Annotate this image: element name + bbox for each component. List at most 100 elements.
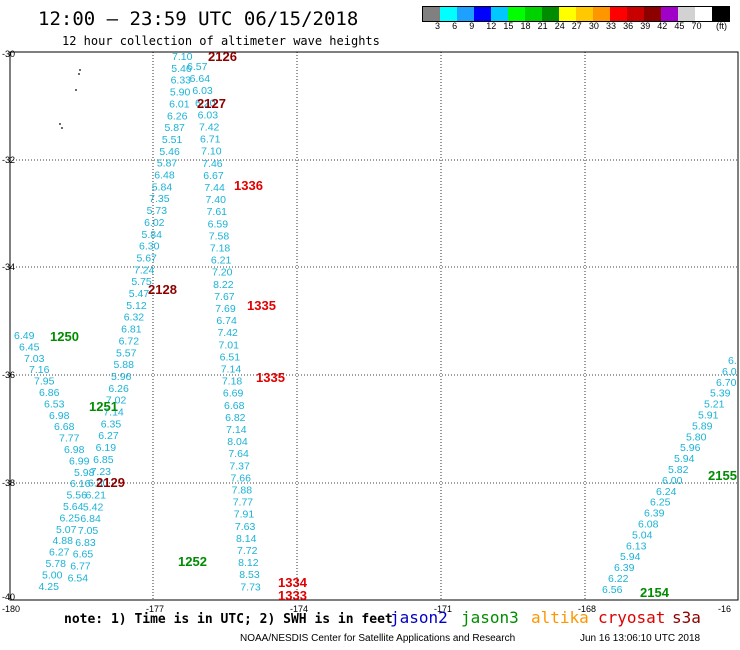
wave-height-value: 5.88	[114, 359, 135, 371]
satellite-altika: altika	[531, 608, 589, 627]
map-frame	[9, 51, 739, 601]
legend-swatch	[525, 7, 542, 21]
track-c-values: 6.6.06.705.395.215.915.895.805.965.945.8…	[602, 355, 737, 596]
legend-label: 30	[588, 21, 599, 31]
wave-height-value: 5.96	[680, 442, 701, 454]
wave-height-value: 5.42	[83, 501, 104, 513]
legend-label: 12	[486, 21, 497, 31]
lat-tick-label: -36	[2, 370, 15, 380]
wave-height-value: 7.18	[210, 243, 231, 255]
wave-height-value: 7.69	[215, 303, 236, 315]
wave-height-value: 6.81	[121, 324, 142, 336]
wave-height-value: 6.67	[203, 170, 224, 182]
wave-height-value: 6.69	[223, 388, 244, 400]
legend-swatch	[610, 7, 627, 21]
lat-tick-label: -30	[2, 49, 15, 59]
wave-height-value: 7.61	[207, 206, 228, 218]
wave-height-value: 7.95	[34, 376, 55, 388]
wave-height-value: 7.40	[205, 194, 226, 206]
wave-height-value: 6.68	[54, 421, 75, 433]
wave-height-value: 7.10	[172, 51, 193, 63]
wave-height-value: 6.01	[169, 98, 190, 110]
wave-height-value: 7.16	[29, 364, 50, 376]
land-dot	[59, 123, 61, 125]
wave-height-value: 5.98	[74, 467, 95, 479]
legend-swatch	[712, 7, 729, 21]
legend-swatch	[423, 7, 440, 21]
wave-height-value: 7.03	[24, 353, 45, 365]
legend-swatch	[627, 7, 644, 21]
wave-height-value: 4.25	[39, 581, 60, 593]
axis-labels: -30 -32 -34 -36 -38 -40 -180 -177 -174 -171 -168 -1…	[2, 49, 731, 614]
wave-height-value: 6.65	[73, 549, 94, 561]
wave-height-value: 8.04	[227, 436, 248, 448]
wave-height-value: 7.73	[240, 581, 261, 593]
map-subtitle: 12 hour collection of altimeter wave hei…	[62, 34, 380, 48]
wave-height-value: 5.82	[668, 464, 689, 476]
lon-tick-label: -174	[290, 604, 308, 614]
wave-height-value: 7.01	[219, 339, 240, 351]
wave-height-value: 6.84	[80, 513, 101, 525]
wave-height-value: 7.02	[106, 395, 127, 407]
legend-label: 6	[452, 21, 458, 31]
wave-height-value: 6.45	[19, 341, 40, 353]
legend-swatch	[491, 7, 508, 21]
wave-height-value: 6.74	[216, 315, 237, 327]
wave-height-value: 6.30	[139, 241, 160, 253]
wave-height-value: 7.46	[202, 158, 223, 170]
legend-label: 45	[674, 21, 685, 31]
wave-height-value: 7.14	[226, 424, 247, 436]
wave-height-value: 7.44	[204, 182, 225, 194]
wave-height-value: 7.72	[237, 545, 258, 557]
wave-height-value: 6.70	[716, 377, 737, 389]
legend-label: 3	[435, 21, 441, 31]
wave-height-value: 5.80	[686, 431, 707, 443]
wave-height-value: 5.94	[674, 453, 695, 465]
wave-height-value: 7.18	[222, 376, 243, 388]
wave-height-value: 7.20	[212, 267, 233, 279]
pass-time-label: 2127	[197, 96, 226, 111]
wave-height-value: 6.51	[220, 351, 241, 363]
map-title: 12:00 — 23:59 UTC 06/15/2018	[38, 8, 359, 30]
wave-height-value: 7.10	[201, 146, 222, 158]
wave-height-value: 6.35	[101, 418, 122, 430]
wave-height-value: 5.73	[147, 205, 168, 217]
wave-height-value: 6.53	[44, 398, 65, 410]
wave-height-value: 5.57	[116, 347, 137, 359]
wave-height-value: 6.64	[190, 73, 211, 85]
wave-height-value: 6.33	[171, 75, 192, 87]
wave-height-value: 6.03	[198, 109, 219, 121]
legend-label: 33	[606, 21, 617, 31]
wave-height-value: 6.22	[608, 573, 629, 585]
wave-height-value: 6.49	[14, 330, 35, 342]
land-dot	[75, 89, 77, 91]
satellite-jason3: jason3	[461, 608, 519, 627]
wave-height-value: 7.14	[221, 364, 242, 376]
lat-tick-label: -34	[2, 262, 15, 272]
satellite-s3a: s3a	[672, 608, 701, 627]
wave-height-value: 6.83	[75, 537, 96, 549]
lon-tick-label: -16	[718, 604, 731, 614]
wave-height-value: 6.26	[167, 110, 188, 122]
wave-height-value: 5.46	[171, 63, 192, 75]
wave-height-value: 7.05	[78, 525, 99, 537]
legend-swatch	[440, 7, 457, 21]
legend-label: 24	[554, 21, 565, 31]
wave-height-value: 7.37	[229, 460, 250, 472]
pass-time-label: 1334	[278, 575, 308, 590]
pass-time-label: 2154	[640, 585, 670, 600]
wave-height-value: 5.87	[164, 122, 185, 134]
pass-time-label: 1333	[278, 588, 307, 603]
legend-swatch	[661, 7, 678, 21]
wave-height-value: 5.47	[129, 288, 150, 300]
color-legend	[422, 6, 730, 22]
wave-height-value: 6.20	[195, 97, 216, 109]
wave-height-value: 6.77	[70, 561, 91, 573]
wave-height-value: 5.84	[142, 229, 163, 241]
wave-height-value: 5.46	[159, 146, 180, 158]
legend-label: 36	[623, 21, 634, 31]
lon-tick-label: -168	[578, 604, 596, 614]
lat-tick-label: -32	[2, 155, 15, 165]
legend-label: 39	[640, 21, 651, 31]
